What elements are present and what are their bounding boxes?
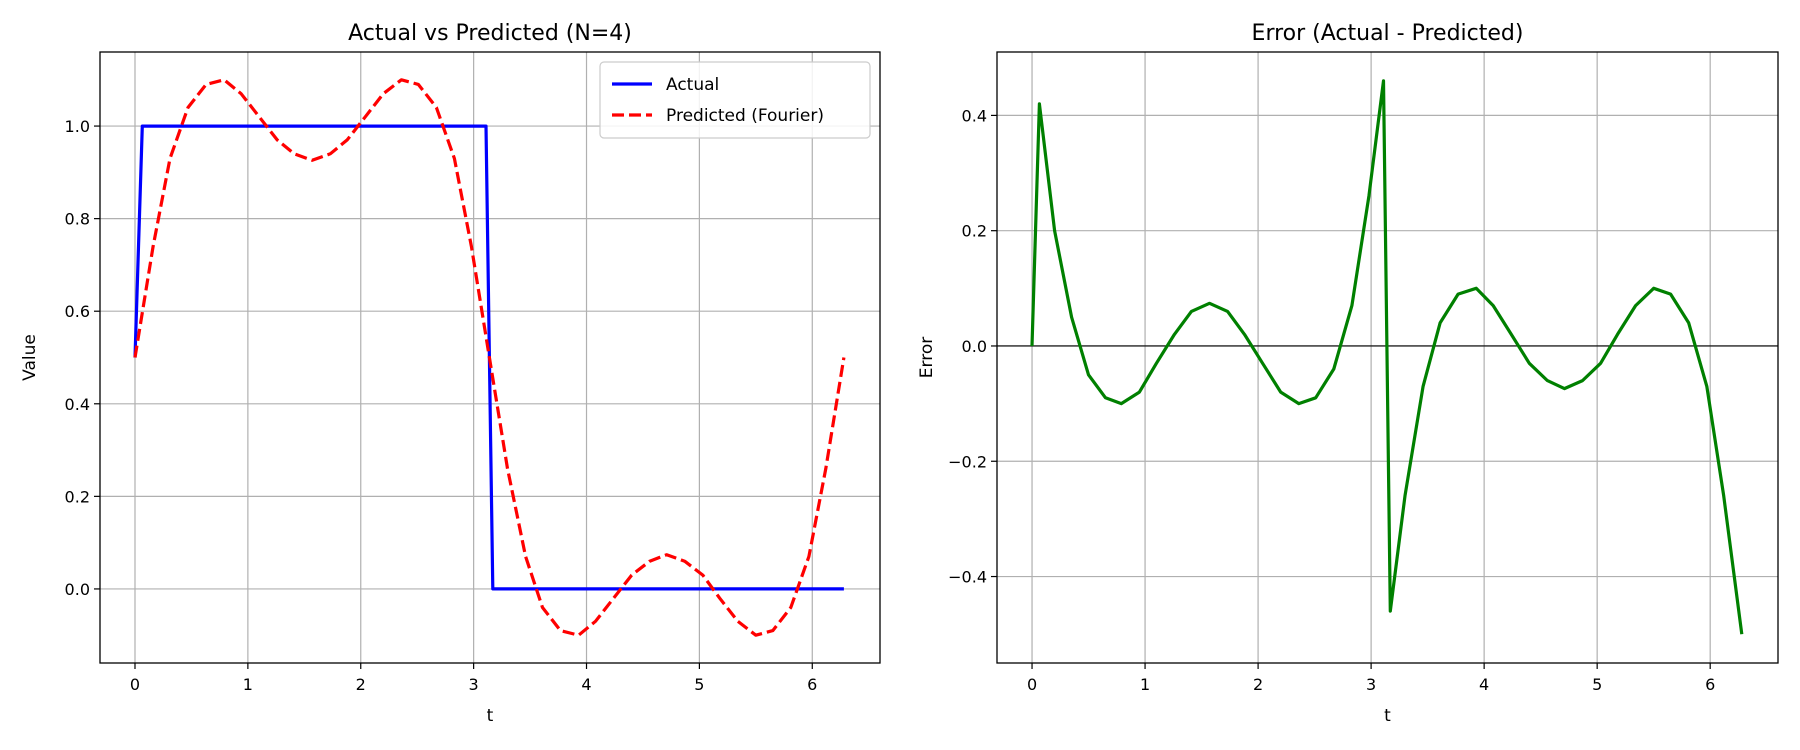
- x-tick-label: 2: [1253, 675, 1263, 694]
- y-tick-label: 0.8: [65, 210, 90, 229]
- y-tick-label: 0.4: [962, 106, 987, 125]
- y-tick-label: 0.0: [962, 337, 987, 356]
- series-line-predicted-fourier: [133, 78, 846, 637]
- x-tick-label: 2: [356, 675, 366, 694]
- x-tick-label: 0: [130, 675, 140, 694]
- x-tick-label: 6: [807, 675, 817, 694]
- y-tick-label: 0.2: [962, 222, 987, 241]
- y-axis-label: Value: [20, 334, 40, 381]
- actual-vs-predicted-panel: 0 1 2 3 4 5 6 0.0 0.2 0.4 0.6 0.8 1.0 t Value Actual vs…: [20, 21, 881, 726]
- legend-box: [599, 61, 871, 139]
- y-tick-label: 0.0: [65, 580, 90, 599]
- x-tick-label: 3: [1366, 675, 1376, 694]
- legend: Actual Predicted (Fourier): [599, 61, 871, 139]
- error-series-line: [1030, 79, 1744, 635]
- x-axis-label: t: [1384, 706, 1391, 726]
- y-tick-label: 0.4: [65, 395, 90, 414]
- x-tick-label: 3: [469, 675, 479, 694]
- chart-title: Error (Actual - Predicted): [1252, 21, 1524, 46]
- x-tick-label: 1: [243, 675, 253, 694]
- x-tick-label: 4: [1479, 675, 1489, 694]
- error-panel: 0 1 2 3 4 5 6 −0.4 −0.2 0.0 0.2 0.4 t Error Error (Act…: [917, 21, 1779, 726]
- x-tick-label: 6: [1705, 675, 1715, 694]
- y-tick-label: 1.0: [65, 117, 90, 136]
- plot-frame: [99, 51, 881, 664]
- series-line-actual: [133, 124, 844, 591]
- x-tick-label: 5: [1592, 675, 1602, 694]
- y-tick-label: −0.2: [948, 452, 987, 471]
- y-tick-label: −0.4: [948, 568, 987, 587]
- x-tick-label: 4: [581, 675, 591, 694]
- chart-title: Actual vs Predicted (N=4): [348, 21, 632, 46]
- x-axis-label: t: [487, 706, 494, 726]
- y-tick-label: 0.6: [65, 302, 90, 321]
- x-tick-label: 0: [1027, 675, 1037, 694]
- legend-label: Predicted (Fourier): [666, 106, 824, 126]
- x-tick-label: 5: [694, 675, 704, 694]
- plot-frame: [996, 51, 1779, 664]
- x-tick-label: 1: [1140, 675, 1150, 694]
- y-axis-label: Error: [917, 337, 937, 378]
- legend-label: Actual: [666, 75, 719, 95]
- y-tick-label: 0.2: [65, 487, 90, 506]
